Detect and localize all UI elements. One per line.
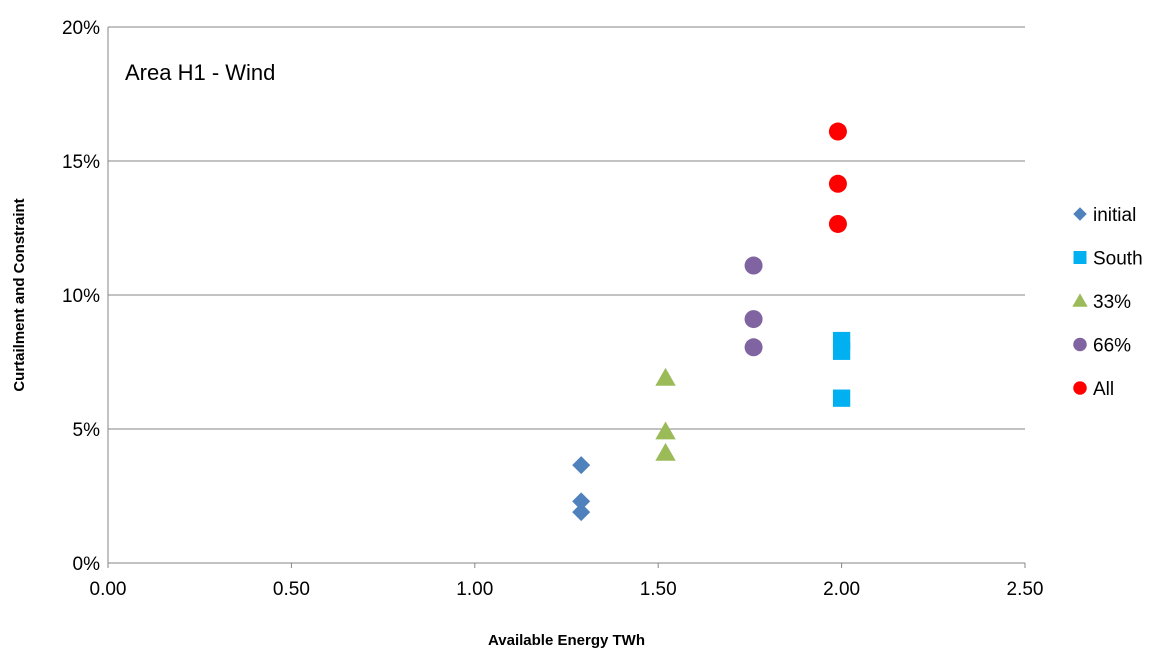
y-tick-label: 10% (62, 286, 100, 307)
point-66 (744, 310, 763, 329)
x-tick-label: 2.50 (1007, 579, 1044, 600)
chart-annotation: Area H1 - Wind (125, 60, 275, 85)
data-points (572, 122, 851, 522)
y-tick-label: 0% (73, 554, 101, 575)
x-tick-labels: 0.00 0.50 1.00 1.50 2.00 2.50 (90, 579, 1044, 600)
point-33 (655, 442, 676, 461)
point-initial (572, 456, 591, 475)
point-33 (655, 367, 676, 386)
point-south (832, 342, 851, 360)
x-tick-label: 0.50 (273, 579, 310, 600)
point-all (828, 174, 847, 193)
legend[interactable]: initial South 33% 66% All (1072, 205, 1143, 400)
y-tick-label: 20% (62, 18, 100, 39)
legend-marker-66 (1073, 337, 1087, 352)
legend-marker-all (1073, 381, 1087, 395)
x-tick-label: 2.00 (823, 579, 860, 600)
point-south (832, 389, 851, 407)
gridlines (108, 26, 1025, 430)
legend-item-33[interactable]: 33% (1072, 292, 1131, 313)
x-tick-label: 1.50 (640, 579, 677, 600)
legend-marker-south (1073, 251, 1087, 264)
legend-label-all: All (1093, 379, 1114, 400)
x-axis-title: Available Energy TWh (488, 632, 645, 649)
point-all (828, 214, 847, 233)
legend-label-66: 66% (1093, 336, 1131, 357)
y-tick-label: 15% (62, 152, 100, 173)
legend-marker-initial (1073, 207, 1087, 221)
legend-marker-33 (1072, 293, 1088, 307)
point-initial (572, 492, 591, 511)
legend-item-66[interactable]: 66% (1073, 336, 1131, 357)
legend-label-south: South (1093, 249, 1143, 270)
legend-item-south[interactable]: South (1073, 249, 1143, 270)
y-tick-labels: 0% 5% 10% 15% 20% (62, 18, 100, 575)
legend-label-33: 33% (1093, 292, 1131, 313)
point-66 (744, 338, 763, 357)
point-initial (572, 503, 591, 522)
axes (107, 27, 1026, 568)
legend-label-initial: initial (1093, 205, 1136, 226)
legend-item-initial[interactable]: initial (1073, 205, 1136, 226)
legend-item-all[interactable]: All (1073, 379, 1114, 400)
x-tick-label: 1.00 (456, 579, 493, 600)
x-tick-label: 0.00 (90, 579, 127, 600)
point-66 (744, 256, 763, 275)
point-33 (655, 421, 676, 440)
point-all (828, 122, 847, 141)
y-axis-title: Curtailment and Constraint (11, 198, 28, 391)
y-tick-label: 5% (73, 420, 101, 441)
